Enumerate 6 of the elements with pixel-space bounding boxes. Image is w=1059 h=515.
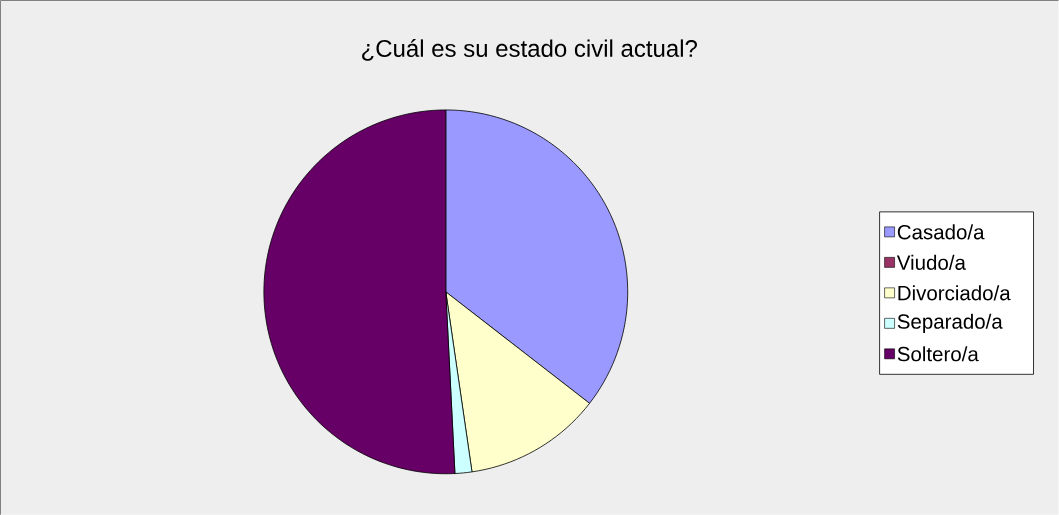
- legend-label: Soltero/a: [897, 346, 979, 362]
- legend-label: Casado/a: [897, 224, 985, 240]
- legend-label: Separado/a: [897, 313, 1003, 333]
- chart-title: ¿Cuál es su estado civil actual?: [362, 38, 697, 61]
- legend-label: Divorciado/a: [898, 285, 1011, 301]
- legend-label: Viudo/a: [896, 254, 966, 270]
